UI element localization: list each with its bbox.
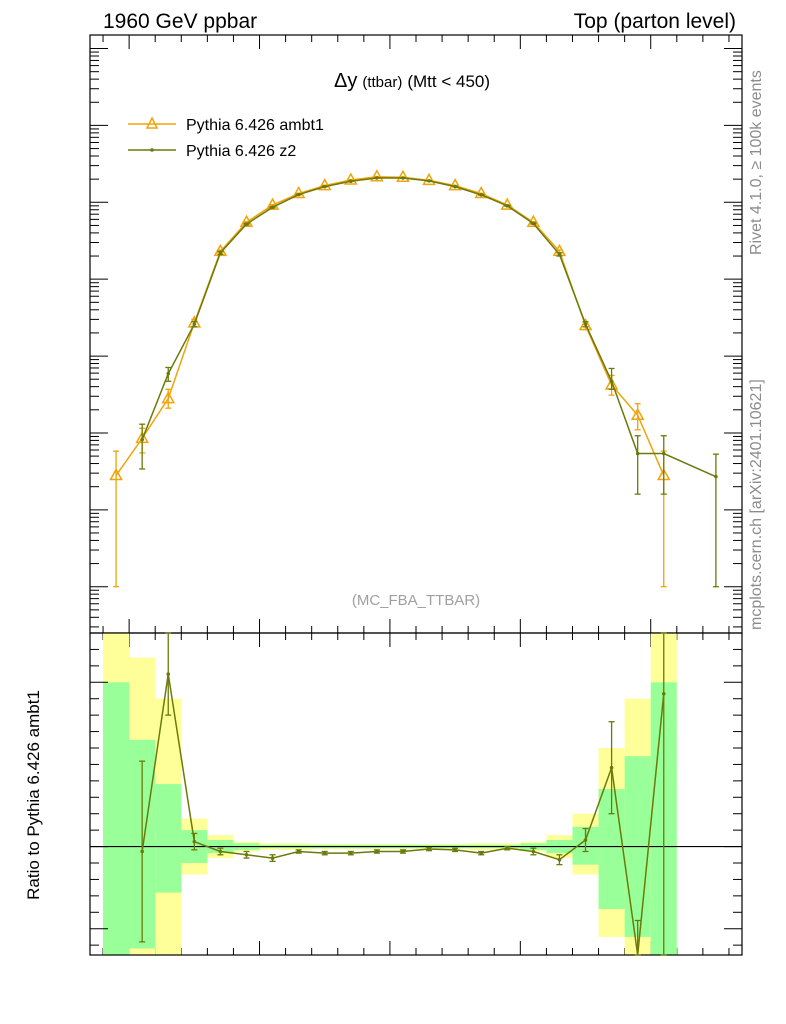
- z2-marker: [244, 222, 249, 226]
- ratio-z2-marker: [322, 851, 327, 855]
- z2-marker: [557, 252, 562, 257]
- ratio-z2-marker: [557, 857, 562, 862]
- z2-marker: [531, 221, 536, 226]
- z2-marker: [218, 251, 223, 255]
- legend-label-z2: Pythia 6.426 z2: [186, 143, 296, 160]
- z2-marker: [192, 322, 197, 326]
- legend-label-ambt1: Pythia 6.426 ambt1: [186, 117, 324, 134]
- ratio-z2-marker: [609, 765, 614, 770]
- ambt1-marker: [396, 169, 410, 182]
- ratio-ylabel: Ratio to Pythia 6.426 ambt1: [24, 690, 43, 900]
- ratio-z2-marker: [218, 849, 223, 854]
- ratio-z2-marker: [427, 847, 431, 851]
- z2-marker: [270, 205, 275, 210]
- z2-marker: [401, 176, 405, 180]
- main-plot-title: Δy (ttbar) (Mtt < 450): [334, 70, 490, 92]
- z2-marker: [505, 204, 510, 208]
- uncertainty-band-green: [103, 682, 130, 955]
- side-mcplots-label: mcplots.cern.ch [arXiv:2401.10621]: [748, 379, 765, 630]
- ambt1-marker: [630, 407, 645, 420]
- ambt1-marker: [370, 169, 384, 182]
- side-rivet-label: Rivet 4.1.0, ≥ 100k events: [748, 70, 765, 255]
- z2-marker: [322, 184, 327, 189]
- ratio-z2-marker: [140, 849, 144, 854]
- ratio-plot-frame: [89, 632, 743, 956]
- z2-marker: [479, 193, 484, 197]
- ambt1-marker: [474, 185, 488, 199]
- ratio-z2-marker: [375, 849, 379, 854]
- z2-marker: [375, 176, 379, 180]
- z2-marker: [427, 179, 431, 183]
- ratio-z2-marker: [192, 839, 197, 844]
- ratio-z2-marker: [166, 672, 171, 676]
- ambt1-marker: [344, 172, 358, 185]
- header-right: Top (parton level): [574, 10, 736, 33]
- ratio-panel: [89, 632, 743, 956]
- uncertainty-band-green: [155, 784, 182, 893]
- ambt1-marker: [422, 172, 436, 186]
- ambt1-marker: [448, 178, 462, 191]
- legend-marker-z2: [150, 148, 154, 152]
- title-sub: (ttbar): [362, 74, 402, 91]
- ratio-z2-marker: [531, 849, 536, 854]
- ratio-z2-marker: [349, 851, 353, 855]
- ambt1-marker: [578, 317, 593, 331]
- main-panel: [89, 34, 743, 955]
- title-main: Δy: [334, 70, 357, 92]
- z2-line: [141, 177, 717, 478]
- ambt1-marker: [291, 185, 306, 199]
- ratio-z2-marker: [479, 851, 484, 855]
- legend: Pythia 6.426 ambt1 Pythia 6.426 z2: [128, 116, 324, 160]
- ambt1-marker: [239, 214, 254, 228]
- ambt1-marker: [161, 391, 176, 404]
- ratio-z2-marker: [270, 856, 275, 860]
- z2-marker: [635, 451, 640, 456]
- ratio-z2-marker: [505, 846, 510, 851]
- z2-marker: [296, 192, 301, 197]
- z2-marker: [661, 451, 666, 456]
- ratio-z2-marker: [244, 852, 249, 857]
- ratio-z2-marker: [583, 838, 588, 842]
- z2-marker: [166, 371, 171, 376]
- ambt1-marker: [109, 467, 123, 481]
- z2-marker: [609, 379, 614, 384]
- z2-marker: [453, 184, 457, 189]
- title-cut: (Mtt < 450): [407, 72, 490, 91]
- ratio-z2-marker: [453, 848, 457, 852]
- z2-marker: [140, 437, 144, 442]
- ambt1-marker: [317, 178, 332, 191]
- legend-marker-ambt1: [145, 116, 159, 129]
- z2-marker: [714, 474, 718, 479]
- ratio-z2-marker: [661, 691, 666, 696]
- ratio-z2-marker: [401, 849, 405, 854]
- ratio-z2-marker: [296, 849, 301, 854]
- header-left: 1960 GeV ppbar: [103, 10, 257, 33]
- analysis-label: (MC_FBA_TTBAR): [352, 592, 480, 609]
- z2-marker: [349, 179, 353, 184]
- z2-marker: [583, 322, 588, 326]
